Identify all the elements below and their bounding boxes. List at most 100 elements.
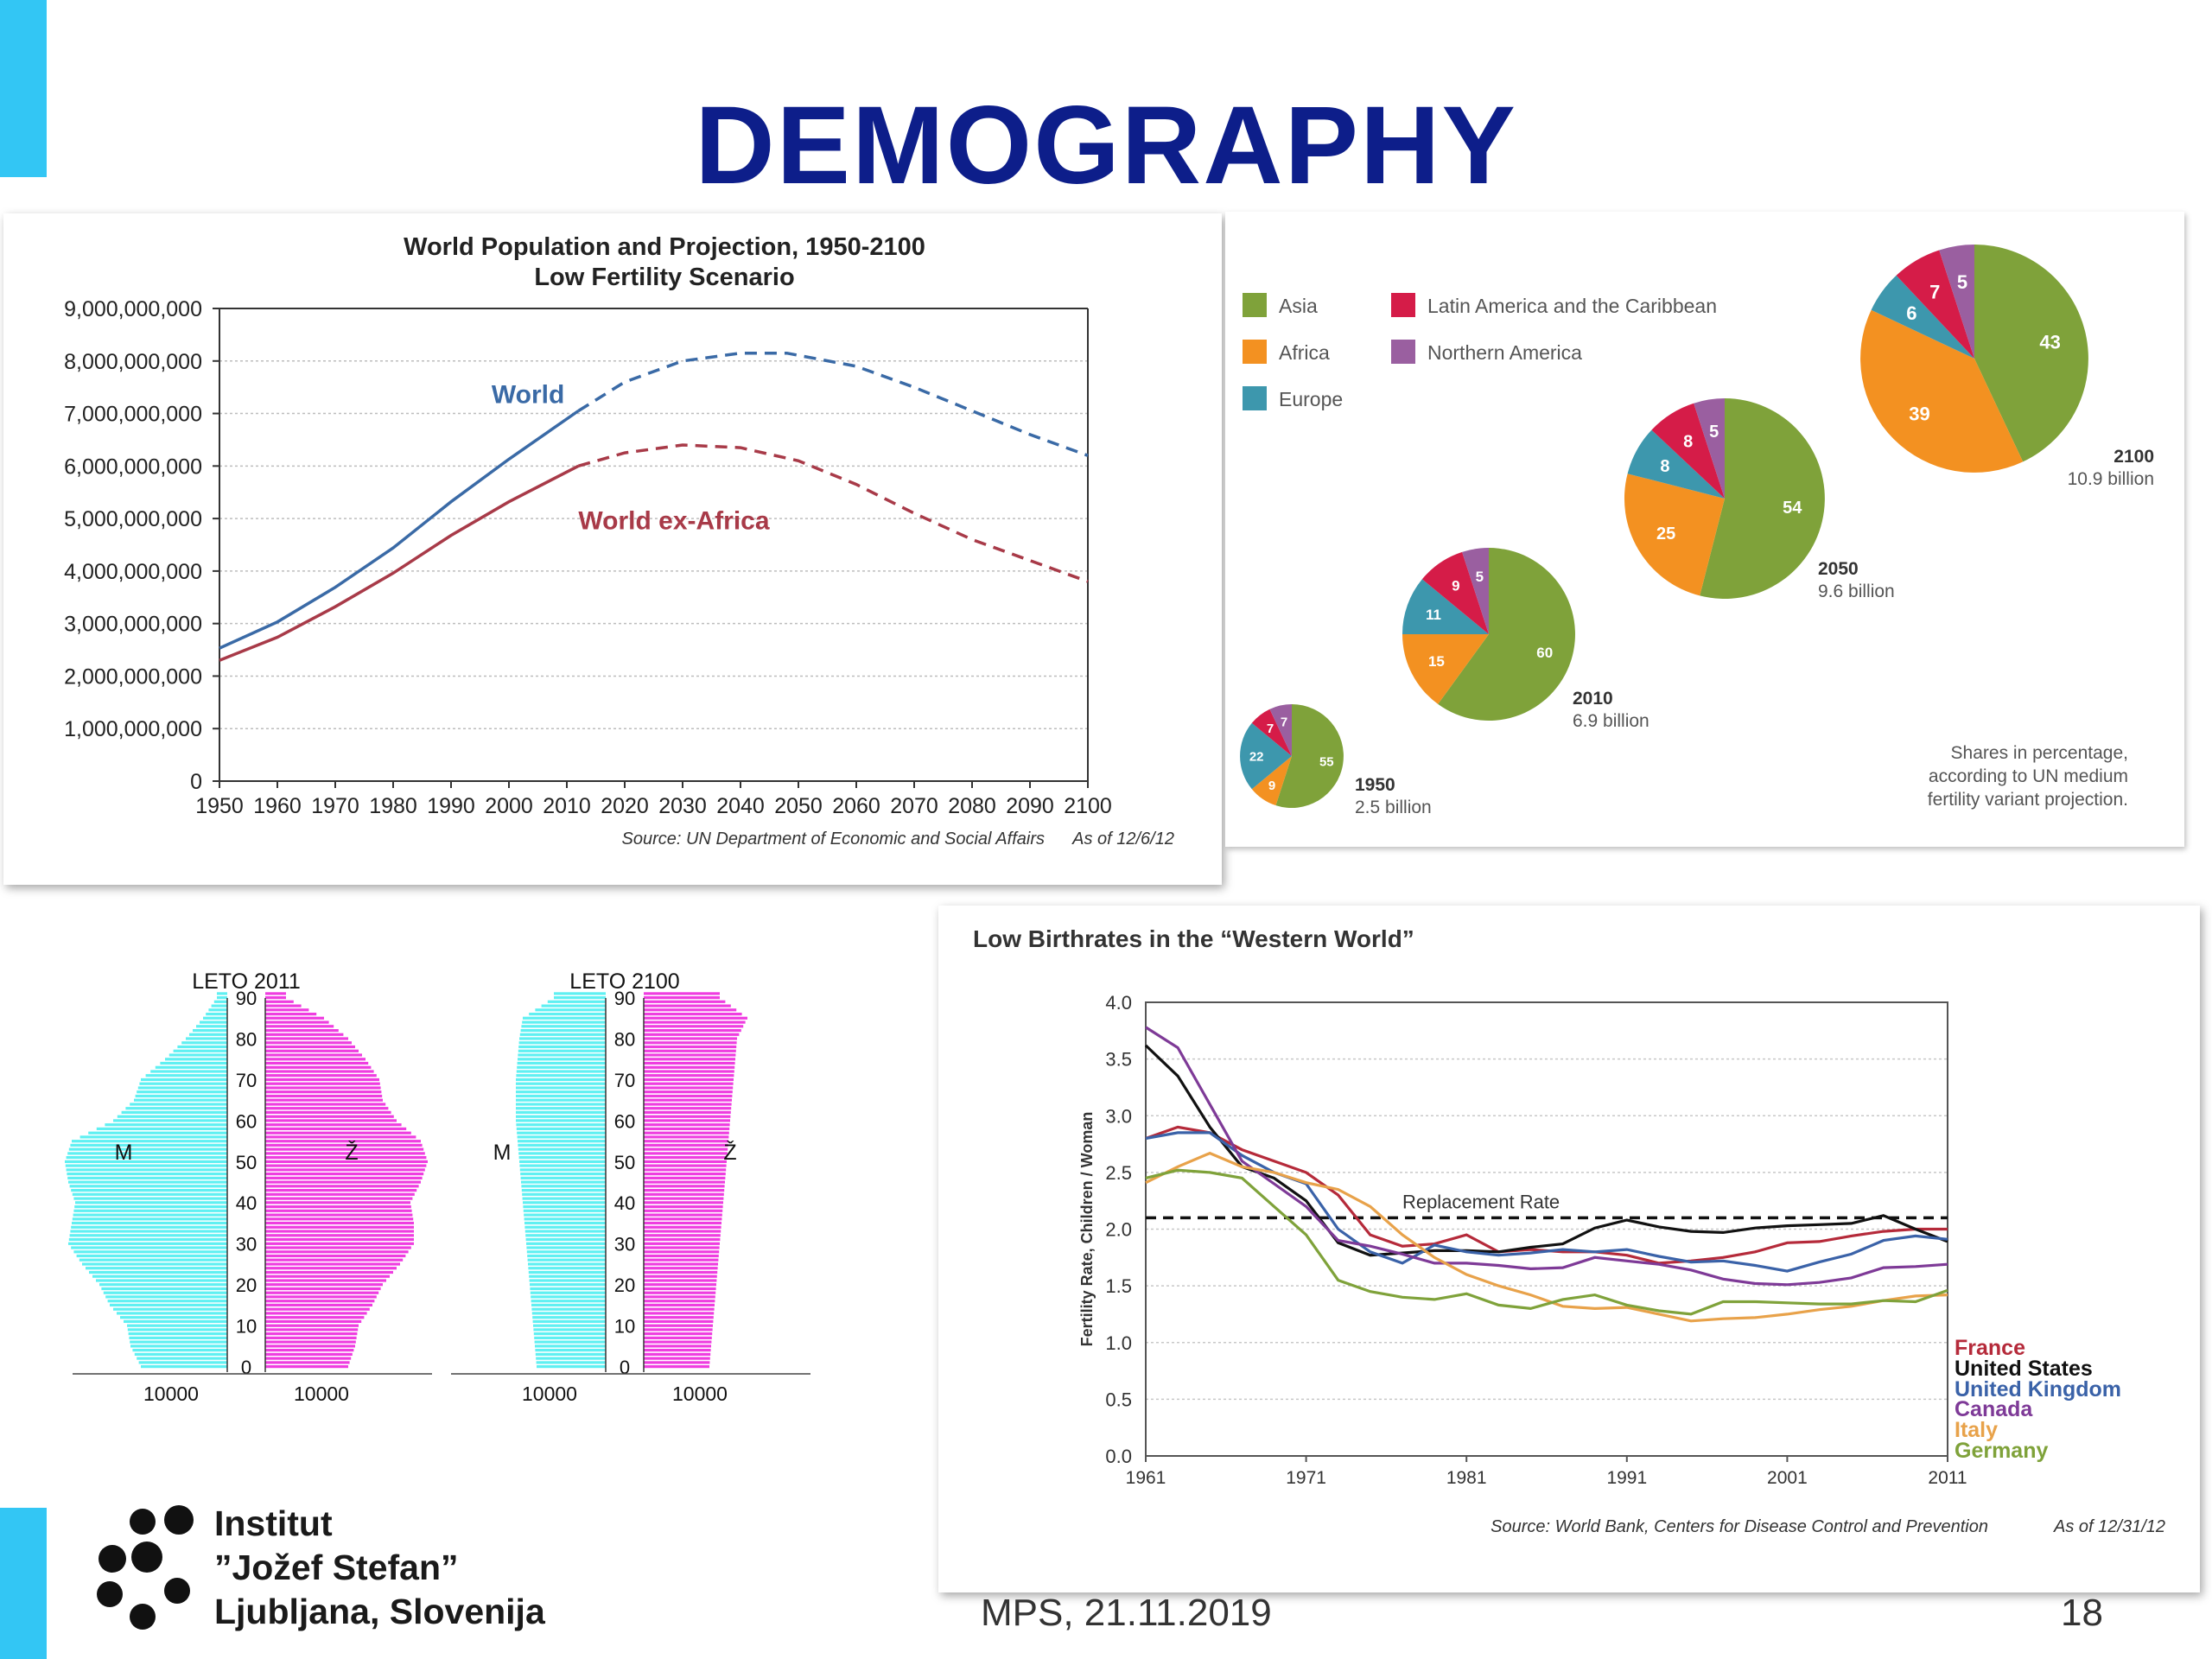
- regional-share-panel: Asia Africa Europe Latin America and the Ca…: [1225, 212, 2184, 847]
- x-tick-label: 10000: [522, 1382, 577, 1405]
- male-bar: [79, 1135, 227, 1139]
- male-bar: [71, 1246, 227, 1249]
- female-bar: [265, 1074, 377, 1077]
- female-bar: [644, 1246, 720, 1249]
- male-bar: [532, 1316, 606, 1319]
- male-bar: [523, 1201, 606, 1205]
- female-bar: [644, 1058, 735, 1061]
- x-tick-label: 1961: [1126, 1468, 1166, 1488]
- female-bar: [265, 1082, 380, 1085]
- female-bar: [265, 1168, 425, 1172]
- female-bar: [644, 1291, 716, 1294]
- male-bar: [127, 1328, 227, 1332]
- pie-slice: [1462, 548, 1489, 634]
- male-bar: [79, 1258, 227, 1262]
- female-bar: [265, 1152, 425, 1155]
- logo-dot: [130, 1509, 156, 1535]
- pie-total: 9.6 billion: [1818, 582, 1895, 601]
- male-bar: [72, 1140, 227, 1143]
- male-bar: [516, 1094, 606, 1098]
- legend-label: Asia: [1279, 295, 1318, 317]
- female-bar: [265, 1103, 386, 1106]
- female-bar: [644, 1349, 711, 1352]
- male-bar: [528, 1262, 606, 1266]
- female-bar: [265, 1090, 382, 1094]
- female-bar: [265, 992, 286, 995]
- male-bar: [516, 1127, 606, 1130]
- male-bar: [524, 1221, 606, 1225]
- male-bar: [522, 1192, 606, 1196]
- female-bar: [644, 1168, 727, 1172]
- female-bar: [265, 1127, 407, 1130]
- male-bar: [208, 1008, 227, 1012]
- male-bar: [72, 1221, 227, 1225]
- female-bar: [265, 1324, 359, 1327]
- female-bar: [644, 1029, 741, 1033]
- legend-swatch: [1243, 386, 1267, 410]
- female-bar: [265, 1201, 410, 1205]
- male-bar: [516, 1086, 606, 1090]
- male-bar: [103, 1291, 227, 1294]
- female-bar: [265, 1209, 412, 1212]
- age-tick-label: 80: [236, 1028, 257, 1050]
- slice-label: 7: [1929, 282, 1940, 303]
- slice-label: 5: [1957, 271, 1967, 293]
- female-bar: [644, 1319, 714, 1323]
- female-bar: [265, 1303, 372, 1306]
- female-bar: [265, 1135, 416, 1139]
- y-tick-label: 2.0: [1105, 1219, 1132, 1241]
- male-bar: [200, 1020, 227, 1024]
- male-bar: [535, 1352, 606, 1356]
- female-bar: [644, 1250, 720, 1254]
- male-bar: [66, 1168, 227, 1172]
- x-tick-label: 1950: [195, 794, 244, 818]
- age-tick-label: 30: [236, 1234, 257, 1255]
- series-line: [1145, 1168, 1948, 1316]
- pie-slice: [1700, 398, 1825, 599]
- pie-slice: [1251, 756, 1292, 806]
- female-bar: [265, 1246, 411, 1249]
- male-bar: [530, 1283, 606, 1287]
- female-bar: [265, 1160, 428, 1163]
- legend-swatch: [1391, 340, 1415, 364]
- age-tick-label: 30: [614, 1234, 635, 1255]
- y-tick-label: 4,000,000,000: [64, 560, 202, 584]
- age-tick-label: 40: [236, 1192, 257, 1214]
- male-bar: [160, 1061, 227, 1065]
- female-bar: [644, 1283, 716, 1287]
- male-bar: [73, 1250, 228, 1254]
- pie-slice: [1402, 579, 1489, 634]
- male-bar: [96, 1127, 227, 1130]
- pie-slice: [1860, 309, 2024, 473]
- male-bar: [217, 996, 227, 1000]
- male-bar: [517, 1135, 606, 1139]
- female-bar: [265, 1242, 414, 1245]
- female-bar: [265, 1049, 359, 1052]
- male-bar: [524, 1230, 606, 1233]
- female-bar: [265, 1197, 413, 1200]
- pie-year: 2050: [1818, 559, 1859, 579]
- as-of-note: As of 12/31/12: [2053, 1517, 2165, 1536]
- x-tick-label: 1971: [1286, 1468, 1326, 1488]
- female-bar: [644, 1074, 734, 1077]
- male-bar: [531, 1295, 606, 1299]
- male-bar: [128, 1332, 227, 1336]
- page-number: 18: [2061, 1592, 2103, 1634]
- pie-total: 10.9 billion: [2068, 469, 2154, 489]
- slice-label: 9: [1268, 779, 1275, 793]
- series-line-actual: [219, 464, 580, 662]
- male-bar: [536, 1361, 606, 1364]
- female-bar: [644, 1258, 719, 1262]
- pie-slice: [1251, 709, 1292, 756]
- note-line: fertility variant projection.: [1928, 790, 2128, 810]
- male-label: M: [115, 1141, 133, 1165]
- female-bar: [265, 1340, 356, 1344]
- male-bar: [531, 1307, 606, 1311]
- male-bar: [516, 1082, 606, 1085]
- female-bar: [265, 1262, 400, 1266]
- world-population-panel: World Population and Projection, 1950-21…: [3, 213, 1222, 885]
- pie-slice: [1402, 634, 1489, 704]
- female-bar: [644, 1033, 740, 1036]
- male-bar: [120, 1316, 227, 1319]
